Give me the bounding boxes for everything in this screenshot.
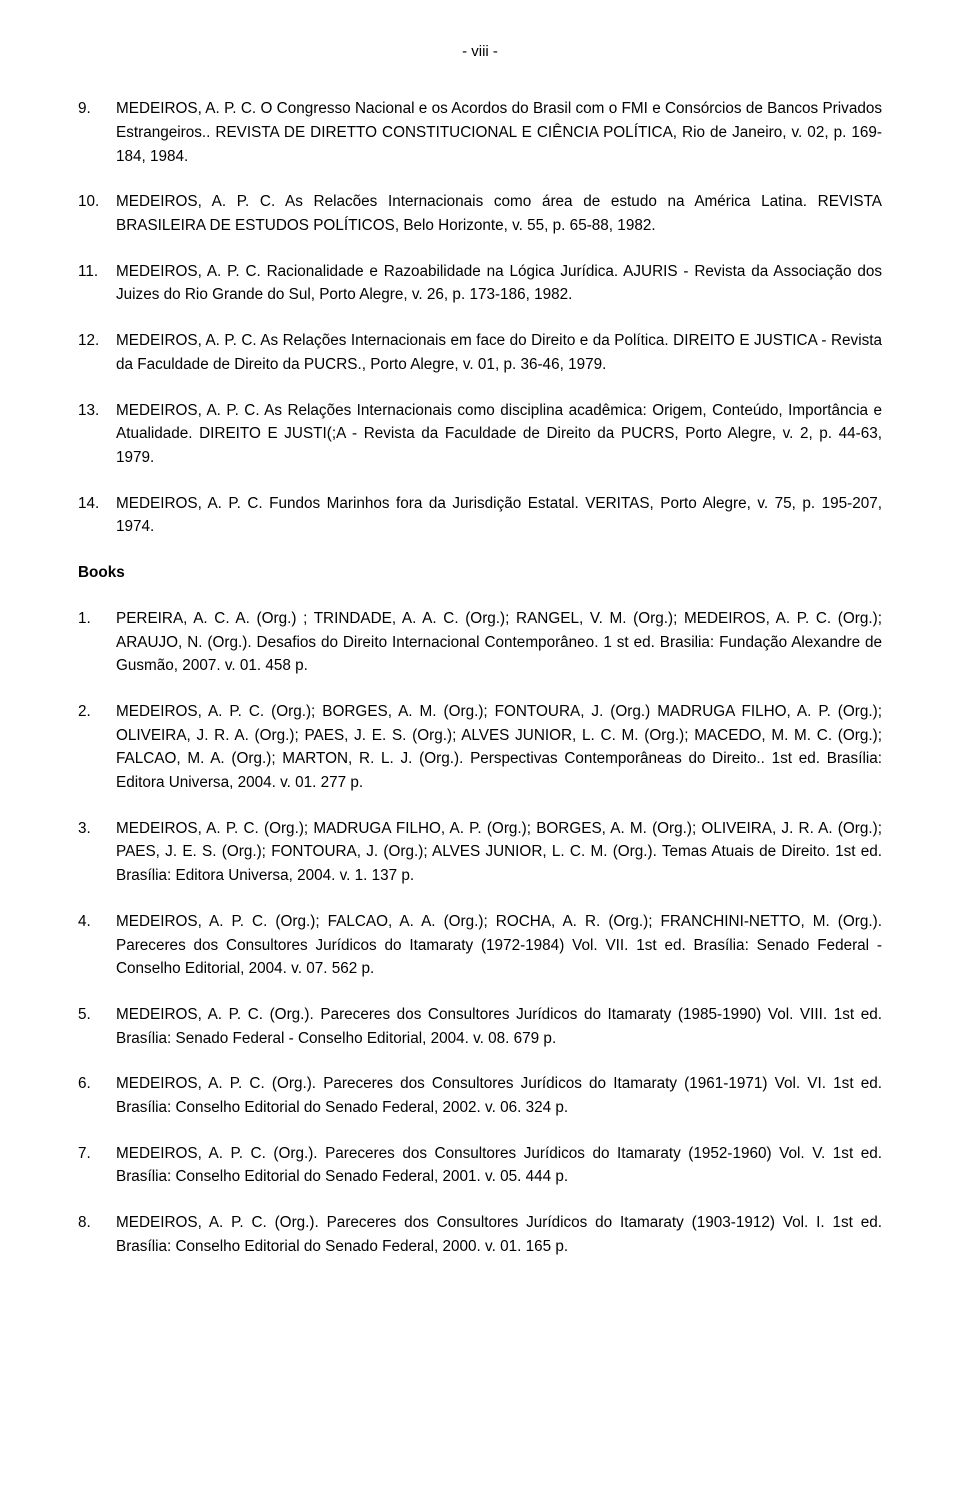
book-item-text: MEDEIROS, A. P. C. (Org.). Pareceres dos… (116, 1142, 882, 1189)
book-item-text: MEDEIROS, A. P. C. (Org.). Pareceres dos… (116, 1211, 882, 1258)
books-list: 1.PEREIRA, A. C. A. (Org.) ; TRINDADE, A… (78, 607, 882, 1259)
article-item: 10.MEDEIROS, A. P. C. As Relacões Intern… (78, 190, 882, 237)
article-item: 9.MEDEIROS, A. P. C. O Congresso Naciona… (78, 97, 882, 168)
book-item-text: MEDEIROS, A. P. C. (Org.). Pareceres dos… (116, 1003, 882, 1050)
article-item: 11.MEDEIROS, A. P. C. Racionalidade e Ra… (78, 260, 882, 307)
article-item-text: MEDEIROS, A. P. C. O Congresso Nacional … (116, 97, 882, 168)
book-item-number: 3. (78, 817, 116, 888)
book-item: 5.MEDEIROS, A. P. C. (Org.). Pareceres d… (78, 1003, 882, 1050)
article-item: 13.MEDEIROS, A. P. C. As Relações Intern… (78, 399, 882, 470)
book-item-number: 4. (78, 910, 116, 981)
book-item-text: MEDEIROS, A. P. C. (Org.); FALCAO, A. A.… (116, 910, 882, 981)
article-item: 12.MEDEIROS, A. P. C. As Relações Intern… (78, 329, 882, 376)
book-item-number: 6. (78, 1072, 116, 1119)
book-item: 4.MEDEIROS, A. P. C. (Org.); FALCAO, A. … (78, 910, 882, 981)
book-item: 8.MEDEIROS, A. P. C. (Org.). Pareceres d… (78, 1211, 882, 1258)
book-item-text: MEDEIROS, A. P. C. (Org.). Pareceres dos… (116, 1072, 882, 1119)
page-number: - viii - (78, 40, 882, 63)
article-item-number: 12. (78, 329, 116, 376)
book-item-number: 5. (78, 1003, 116, 1050)
article-item-number: 10. (78, 190, 116, 237)
article-item-text: MEDEIROS, A. P. C. Racionalidade e Razoa… (116, 260, 882, 307)
book-item-number: 1. (78, 607, 116, 678)
article-item-number: 14. (78, 492, 116, 539)
book-item: 1.PEREIRA, A. C. A. (Org.) ; TRINDADE, A… (78, 607, 882, 678)
article-item-text: MEDEIROS, A. P. C. Fundos Marinhos fora … (116, 492, 882, 539)
article-item-number: 11. (78, 260, 116, 307)
article-item: 14.MEDEIROS, A. P. C. Fundos Marinhos fo… (78, 492, 882, 539)
article-item-number: 9. (78, 97, 116, 168)
book-item: 7.MEDEIROS, A. P. C. (Org.). Pareceres d… (78, 1142, 882, 1189)
book-item-text: PEREIRA, A. C. A. (Org.) ; TRINDADE, A. … (116, 607, 882, 678)
book-item-number: 2. (78, 700, 116, 795)
article-item-text: MEDEIROS, A. P. C. As Relações Internaci… (116, 329, 882, 376)
book-item: 3.MEDEIROS, A. P. C. (Org.); MADRUGA FIL… (78, 817, 882, 888)
article-item-text: MEDEIROS, A. P. C. As Relações Internaci… (116, 399, 882, 470)
article-item-number: 13. (78, 399, 116, 470)
book-item-number: 7. (78, 1142, 116, 1189)
book-item-text: MEDEIROS, A. P. C. (Org.); MADRUGA FILHO… (116, 817, 882, 888)
books-heading: Books (78, 561, 882, 585)
article-item-text: MEDEIROS, A. P. C. As Relacões Internaci… (116, 190, 882, 237)
book-item-text: MEDEIROS, A. P. C. (Org.); BORGES, A. M.… (116, 700, 882, 795)
book-item: 2.MEDEIROS, A. P. C. (Org.); BORGES, A. … (78, 700, 882, 795)
book-item-number: 8. (78, 1211, 116, 1258)
articles-list: 9.MEDEIROS, A. P. C. O Congresso Naciona… (78, 97, 882, 539)
book-item: 6.MEDEIROS, A. P. C. (Org.). Pareceres d… (78, 1072, 882, 1119)
